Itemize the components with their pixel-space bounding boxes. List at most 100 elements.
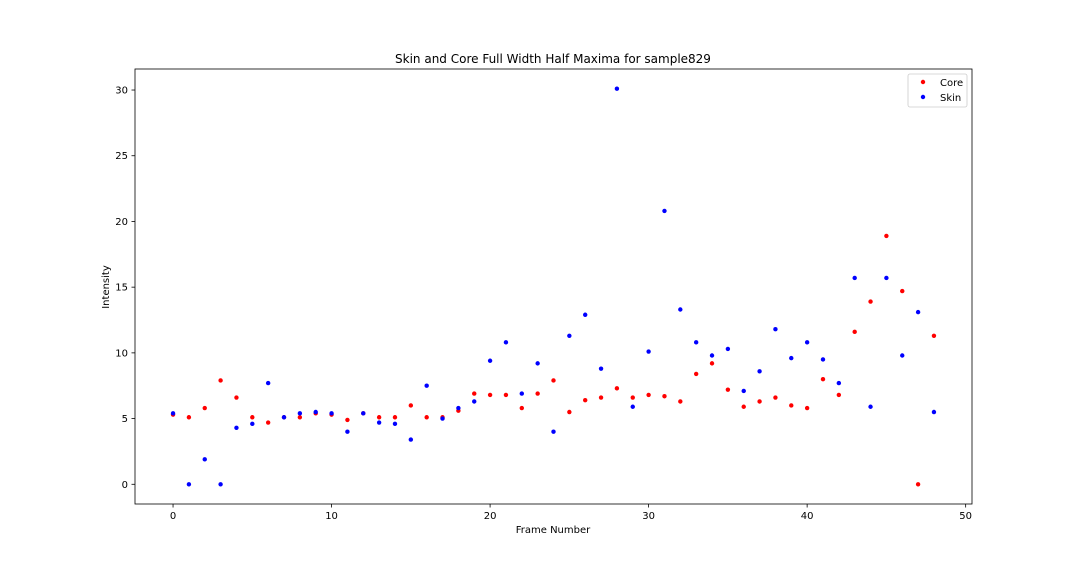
skin-point	[392, 421, 398, 427]
core-point	[535, 391, 540, 396]
skin-point	[424, 383, 429, 388]
skin-point	[345, 429, 350, 434]
core-point	[598, 395, 604, 400]
skin-point	[408, 437, 414, 442]
y-tick-label: 25	[115, 151, 128, 162]
core-point	[503, 392, 509, 398]
x-tick-label: 20	[484, 511, 497, 522]
x-tick-label: 40	[801, 511, 814, 522]
skin-point	[820, 357, 826, 362]
core-point	[297, 415, 303, 420]
skin-point	[440, 416, 445, 421]
core-point	[519, 405, 524, 411]
y-tick-label: 0	[122, 480, 128, 491]
skin-point	[170, 411, 176, 416]
x-tick-label: 10	[325, 511, 338, 522]
y-tick-label: 20	[115, 217, 128, 228]
core-point	[614, 386, 620, 391]
core-point	[931, 333, 937, 338]
core-point	[757, 399, 762, 404]
core-point	[773, 395, 778, 400]
skin-point	[234, 425, 239, 430]
core-point	[884, 233, 889, 239]
y-axis-label: Intensity	[101, 265, 112, 309]
chart-title: Skin and Core Full Width Half Maxima for…	[395, 52, 711, 66]
core-point	[868, 299, 873, 304]
core-point	[820, 376, 826, 382]
axis-ticks: 0 10 20 30 40 50 0 5 10 15 20 25 30	[115, 86, 972, 522]
skin-point	[646, 349, 651, 354]
skin-point	[376, 420, 382, 425]
core-point	[900, 288, 905, 294]
skin-point	[218, 482, 223, 487]
skin-point	[884, 275, 889, 281]
skin-point	[456, 405, 461, 411]
skin-point	[900, 353, 905, 358]
x-tick-label: 30	[642, 511, 655, 522]
skin-point	[693, 340, 699, 345]
legend-marker-core	[920, 79, 926, 85]
core-point	[234, 395, 239, 400]
core-point	[583, 397, 588, 403]
core-point	[693, 371, 699, 377]
skin-point	[186, 482, 192, 487]
core-point	[218, 378, 223, 383]
legend-label-skin: Skin	[940, 93, 961, 104]
skin-point	[583, 312, 588, 317]
skin-point	[281, 415, 287, 420]
core-point	[345, 417, 350, 423]
skin-point	[598, 366, 604, 371]
skin-point	[757, 369, 762, 374]
skin-point	[329, 411, 334, 416]
core-point	[392, 415, 398, 420]
skin-point	[250, 421, 255, 427]
skin-point	[202, 457, 207, 462]
core-point	[804, 405, 810, 411]
skin-point	[741, 388, 746, 394]
core-point	[678, 399, 683, 404]
x-tick-label: 0	[170, 511, 176, 522]
core-point	[741, 404, 746, 409]
legend: Core Skin	[907, 73, 968, 108]
core-point	[630, 395, 635, 400]
skin-point	[265, 380, 271, 386]
skin-point	[852, 275, 857, 281]
x-tick-label: 50	[959, 511, 972, 522]
core-point	[250, 415, 255, 420]
core-point	[567, 409, 572, 415]
skin-point	[472, 399, 477, 404]
skin-point	[487, 358, 493, 363]
skin-point	[297, 411, 303, 416]
core-point	[725, 387, 731, 392]
skin-point	[503, 340, 509, 345]
skin-point	[662, 208, 667, 214]
skin-point	[313, 409, 318, 415]
core-point	[424, 415, 429, 420]
series-skin	[170, 86, 937, 487]
axes-frame	[134, 68, 973, 505]
skin-point	[519, 391, 524, 396]
y-tick-label: 15	[115, 283, 128, 294]
skin-point	[630, 404, 635, 409]
core-point	[789, 403, 794, 408]
skin-point	[361, 411, 366, 416]
skin-point	[773, 327, 778, 332]
core-point	[662, 394, 667, 399]
skin-point	[535, 361, 540, 366]
core-point	[376, 415, 382, 420]
core-point	[202, 405, 207, 411]
skin-point	[868, 404, 873, 409]
core-point	[408, 403, 414, 408]
skin-point	[804, 340, 810, 345]
skin-point	[836, 380, 842, 386]
core-point	[487, 392, 493, 398]
skin-point	[614, 86, 620, 91]
y-tick-label: 30	[115, 86, 128, 97]
legend-label-core: Core	[940, 78, 963, 89]
core-point	[852, 329, 857, 335]
core-point	[265, 420, 271, 425]
x-axis-label: Frame Number	[516, 525, 591, 536]
legend-marker-skin	[920, 94, 926, 100]
